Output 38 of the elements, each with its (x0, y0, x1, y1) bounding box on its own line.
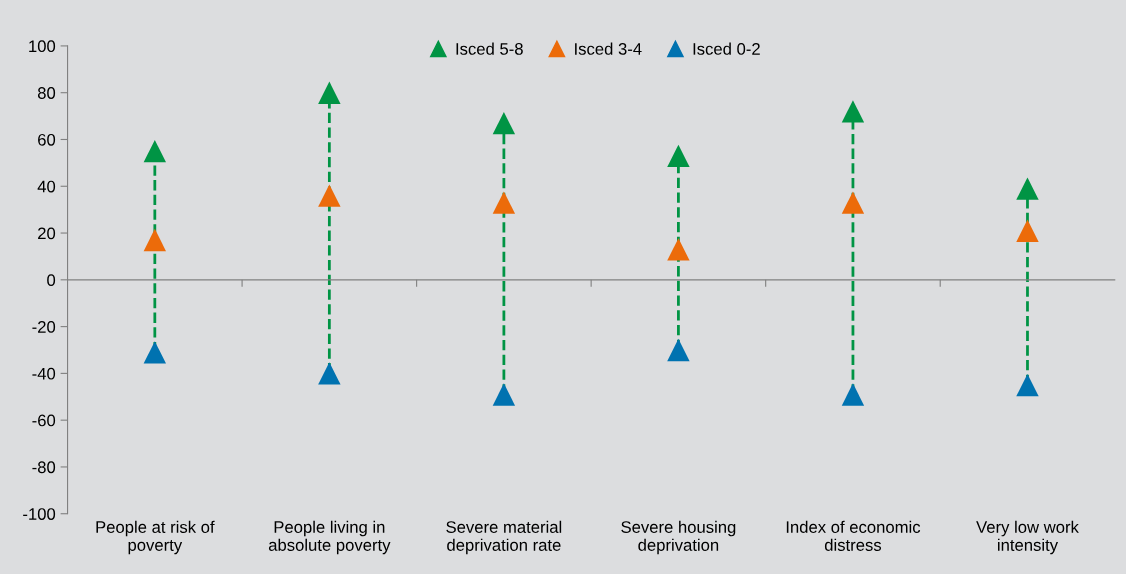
point (1016, 177, 1039, 200)
point (143, 228, 167, 252)
x-tick-label: People at risk of poverty (96, 520, 215, 555)
y-tick-label: 0 (47, 274, 56, 287)
point (841, 383, 865, 406)
y-tick-label: -80 (32, 461, 56, 474)
x-tick-label: Very low work intensity (976, 520, 1079, 555)
point (318, 362, 341, 385)
point (1016, 373, 1039, 397)
point (667, 338, 690, 362)
x-tick-label: Index of economic distress (786, 520, 921, 551)
y-tick-label: -100 (23, 508, 56, 520)
y-tick-label: 40 (37, 180, 56, 193)
y-tick-label: 60 (38, 133, 56, 146)
legend-label: Isced 3-4 (575, 42, 642, 55)
y-tick-label: -40 (32, 367, 56, 380)
x-tick-label: People living in absolute poverty (268, 520, 391, 555)
y-tick-label: -20 (32, 321, 56, 333)
point (1016, 219, 1039, 242)
point (492, 191, 516, 214)
point (318, 184, 341, 207)
y-tick-label: 100 (29, 40, 56, 53)
point (841, 100, 865, 123)
y-tick-label: 80 (37, 87, 56, 99)
point (492, 111, 516, 135)
y-tick-label: 20 (38, 227, 56, 240)
x-tick-label: Severe material deprivation rate (446, 520, 562, 555)
point (667, 144, 690, 168)
point (492, 383, 516, 406)
x-tick-label: Severe housing deprivation (621, 520, 736, 555)
point (143, 341, 167, 364)
point (841, 191, 865, 214)
point (667, 238, 690, 261)
legend-label: Isced 5-8 (456, 42, 523, 55)
y-tick-label: -60 (32, 414, 56, 427)
point (318, 81, 341, 104)
legend-label: Isced 0-2 (693, 42, 760, 55)
point (143, 139, 167, 163)
